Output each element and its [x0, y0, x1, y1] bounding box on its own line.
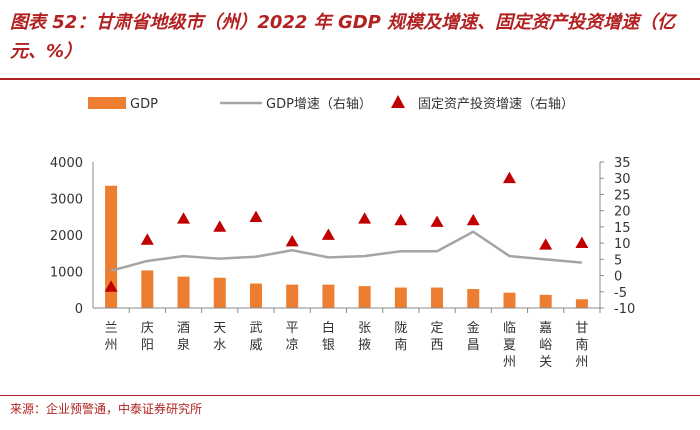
x-category-label: 临 [503, 321, 516, 336]
y-left-tick-label: 4000 [50, 156, 83, 171]
investment-growth-marker [358, 212, 372, 224]
y-right-tick-label: 5 [614, 253, 622, 268]
investment-growth-marker [285, 234, 299, 247]
x-category-label: 嘉 [539, 321, 552, 336]
x-category-label: 天 [213, 321, 226, 336]
investment-growth-marker [575, 236, 589, 248]
y-right-tick-label: 15 [614, 221, 631, 236]
gdp-growth-line [110, 230, 583, 272]
y-right-tick-label: -10 [614, 302, 635, 317]
x-category-label: 白 [322, 320, 335, 336]
investment-growth-marker [140, 233, 154, 245]
gdp-bar [177, 276, 190, 308]
title-divider [0, 78, 700, 80]
legend-label-gdp: GDP [130, 97, 158, 112]
gdp-bar [141, 270, 154, 308]
y-left-tick-label: 1000 [50, 266, 83, 281]
x-category-label: 武 [249, 321, 262, 336]
investment-growth-marker [394, 213, 408, 226]
gdp-bar [503, 292, 516, 308]
x-category-label: 甘 [575, 321, 588, 336]
y-right-tick-label: 20 [614, 205, 631, 220]
x-category-label: 平 [286, 321, 299, 336]
legend: GDP GDP增速（右轴） 固定资产投资增速（右轴） [88, 95, 574, 112]
investment-growth-marker [249, 210, 263, 223]
legend-label-growth: GDP增速（右轴） [266, 97, 372, 112]
growth-line [110, 230, 583, 272]
x-category-label: 西 [431, 338, 444, 353]
investment-growth-marker [213, 220, 227, 232]
investment-markers [104, 171, 589, 292]
investment-growth-marker [539, 238, 553, 250]
x-category-label: 张 [358, 321, 371, 336]
x-category-label: 夏 [503, 338, 516, 353]
y-right-tick-label: 10 [614, 237, 631, 252]
gdp-bar [105, 185, 118, 308]
chart-title: 图表 52：甘肃省地级市（州）2022 年 GDP 规模及增速、固定资产投资增速… [10, 12, 676, 62]
y-left-tick-label: 0 [75, 302, 83, 317]
y-right-tick-label: 35 [614, 156, 631, 171]
x-category-label: 泉 [177, 337, 190, 353]
gdp-bar [322, 284, 335, 308]
x-category-label: 庆 [141, 321, 154, 336]
y-left-tick-label: 3000 [50, 193, 83, 208]
x-category-label: 关 [539, 355, 552, 370]
x-category-label: 陇 [394, 321, 407, 336]
legend-label-investment: 固定资产投资增速（右轴） [418, 96, 574, 112]
x-category-label: 金 [467, 320, 480, 336]
investment-growth-marker [104, 280, 118, 292]
x-category-label: 酒 [177, 321, 190, 336]
y-axis-left: 0 1000 2000 3000 4000 [50, 156, 94, 317]
gdp-bar [539, 294, 552, 308]
x-category-label: 阳 [141, 338, 154, 353]
investment-growth-marker [466, 213, 480, 226]
investment-growth-marker [502, 171, 516, 184]
x-category-label: 峪 [539, 338, 552, 353]
x-category-label: 威 [249, 338, 262, 353]
x-category-label: 定 [431, 321, 444, 336]
legend-swatch-gdp [88, 97, 126, 109]
gdp-bars [105, 185, 588, 308]
x-category-label: 昌 [467, 338, 480, 353]
gdp-bar [358, 286, 371, 308]
gdp-bar [467, 289, 480, 308]
x-category-label: 南 [575, 337, 588, 353]
x-category-label: 南 [394, 337, 407, 353]
y-left-tick-label: 2000 [50, 229, 83, 244]
legend-swatch-investment [391, 95, 405, 108]
gdp-bar [213, 277, 226, 308]
gdp-bar [431, 287, 444, 308]
gdp-bar [575, 299, 588, 308]
investment-growth-marker [430, 215, 444, 227]
gdp-bar [249, 283, 262, 308]
x-category-label: 掖 [358, 338, 371, 353]
x-category-label: 兰 [105, 321, 118, 336]
x-category-label: 州 [503, 355, 516, 370]
x-category-label: 州 [105, 338, 118, 353]
investment-growth-marker [321, 228, 335, 240]
y-right-tick-label: -5 [614, 286, 627, 301]
y-right-tick-label: 25 [614, 188, 631, 203]
x-category-label: 凉 [286, 338, 299, 353]
source-note: 来源：企业预警通，中泰证券研究所 [10, 402, 203, 416]
y-right-tick-label: 0 [614, 270, 622, 285]
chart: GDP GDP增速（右轴） 固定资产投资增速（右轴） 0 1000 2000 3000 40… [50, 95, 635, 370]
x-category-label: 水 [213, 338, 226, 353]
x-category-label: 银 [322, 338, 335, 353]
x-category-label: 州 [575, 355, 588, 370]
gdp-bar [394, 287, 407, 308]
gdp-bar [286, 284, 299, 308]
y-right-tick-label: 30 [614, 172, 631, 187]
footer-divider [0, 395, 700, 396]
investment-growth-marker [177, 212, 191, 224]
